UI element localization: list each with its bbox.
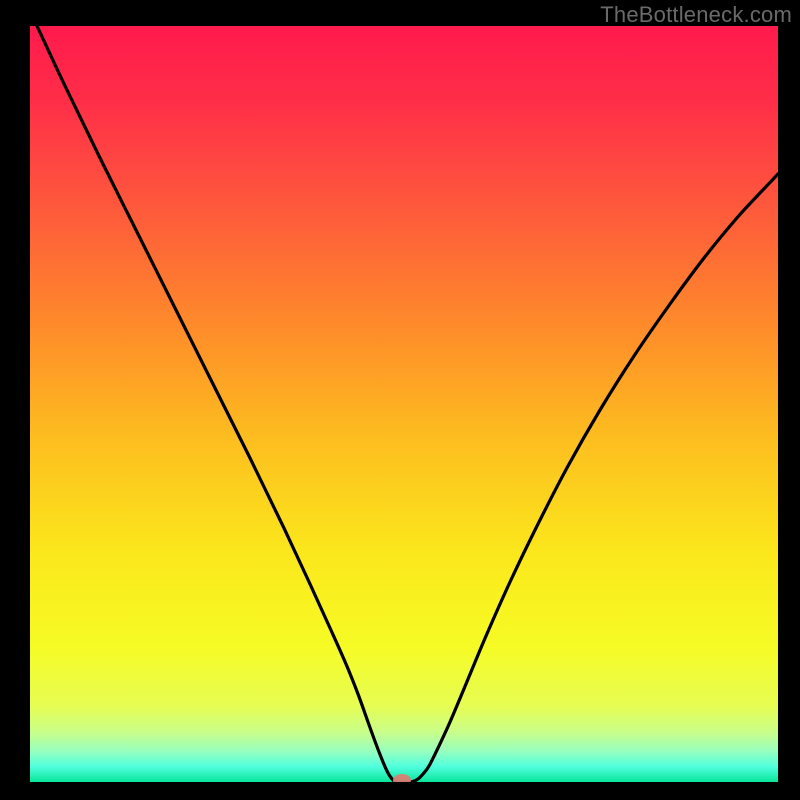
bottleneck-curve [37, 26, 778, 782]
sweet-spot-marker [393, 774, 411, 782]
chart-canvas: TheBottleneck.com [0, 0, 800, 800]
plot-area [30, 26, 778, 782]
watermark-text: TheBottleneck.com [600, 2, 792, 28]
curve-layer [30, 26, 778, 782]
